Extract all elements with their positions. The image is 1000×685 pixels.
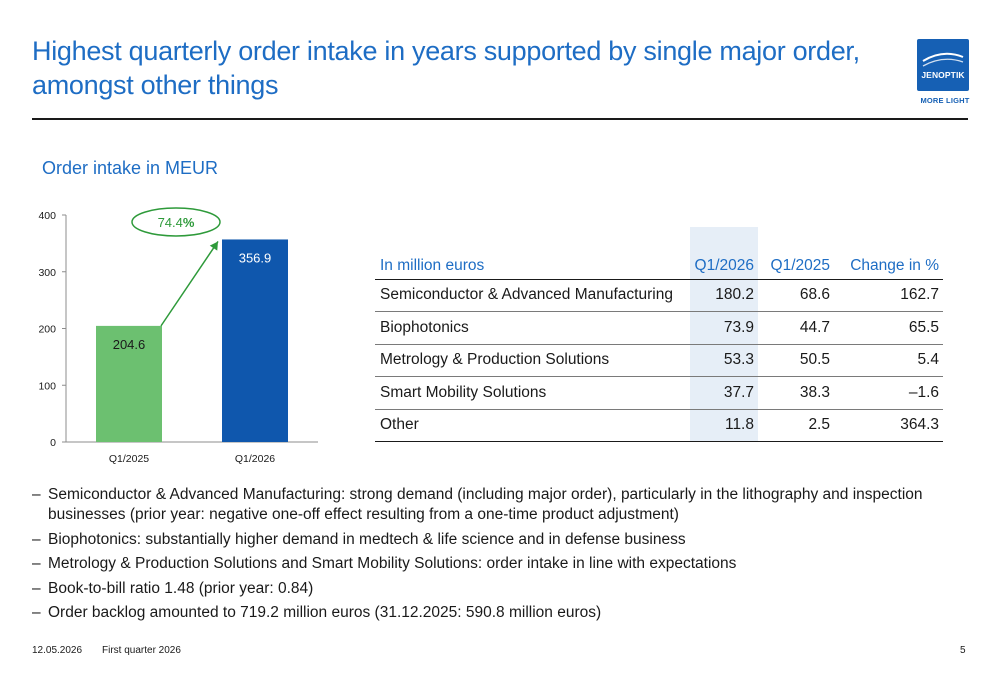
table-row: Metrology & Production Solutions 53.3 50… [375,344,943,377]
title-divider [32,118,968,120]
table-row: Smart Mobility Solutions 37.7 38.3 –1.6 [375,376,943,410]
growth-arrow-line [160,241,219,327]
y-tick-label: 0 [50,437,56,449]
table-row: Other 11.8 2.5 364.3 [375,409,943,442]
page-title: Highest quarterly order intake in years … [32,36,860,100]
segment-table: In million euros Q1/2026 Q1/2025 Change … [375,227,943,442]
company-logo: JENOPTIK MORE LIGHT [917,39,969,105]
bullet-list: Semiconductor & Advanced Manufacturing: … [32,485,972,628]
table-header-q1-2026: Q1/2026 [690,227,758,280]
bullet-item: Semiconductor & Advanced Manufacturing: … [32,485,972,525]
table-cell-change: 65.5 [834,311,943,345]
order-intake-chart: 0 100 200 300 400 204.6 Q1/2025 356.9 Q1/2026 74.… [38,207,318,465]
table-cell-q1-2025: 2.5 [758,409,834,442]
table-row: Biophotonics 73.9 44.7 65.5 [375,311,943,345]
bullet-item: Metrology & Production Solutions and Sma… [32,554,972,574]
table-header-q1-2025: Q1/2025 [758,227,834,280]
y-tick-label: 100 [38,380,56,392]
table-cell-segment: Biophotonics [375,311,690,345]
y-tick-label: 200 [38,324,56,336]
table-cell-q1-2026: 11.8 [690,409,758,442]
table-cell-change: –1.6 [834,376,943,410]
table-header-label: In million euros [375,227,690,280]
table-row: Semiconductor & Advanced Manufacturing 1… [375,279,943,312]
logo-swoosh-icon [922,52,964,67]
logo-tagline: MORE LIGHT [920,96,970,105]
table-cell-change: 5.4 [834,344,943,377]
bar-value-label: 356.9 [239,250,272,265]
chart-subtitle: Order intake in MEUR [42,158,219,178]
bar [96,325,162,442]
table-cell-segment: Smart Mobility Solutions [375,376,690,410]
table-cell-q1-2026: 37.7 [690,376,758,410]
y-tick-label: 400 [38,210,56,222]
table-cell-q1-2026: 73.9 [690,311,758,345]
bar [222,239,288,442]
bullet-item: Book-to-bill ratio 1.48 (prior year: 0.8… [32,579,972,599]
bullet-item: Biophotonics: substantially higher deman… [32,530,972,550]
growth-percentage-label: 74.4% [158,215,195,230]
logo-mark: JENOPTIK [917,39,969,91]
table-cell-segment: Semiconductor & Advanced Manufacturing [375,279,690,312]
table-cell-q1-2025: 38.3 [758,376,834,410]
bar-value-label: 204.6 [113,337,146,352]
bullet-item: Order backlog amounted to 719.2 million … [32,603,972,623]
y-tick-label: 300 [38,267,56,279]
table-header-change: Change in % [834,227,943,280]
footer-date: 12.05.2026 [32,645,83,656]
footer-label: First quarter 2026 [102,645,181,656]
table-cell-change: 364.3 [834,409,943,442]
table-cell-q1-2025: 50.5 [758,344,834,377]
table-cell-segment: Other [375,409,690,442]
x-tick-label: Q1/2025 [109,453,149,465]
table-cell-q1-2025: 44.7 [758,311,834,345]
page-number: 5 [960,645,966,656]
table-header-row: In million euros Q1/2026 Q1/2025 Change … [375,227,943,280]
table-cell-q1-2025: 68.6 [758,279,834,312]
logo-wordmark: JENOPTIK [921,70,965,80]
table-cell-segment: Metrology & Production Solutions [375,344,690,377]
growth-arrow-head [209,241,218,251]
x-tick-label: Q1/2026 [235,453,275,465]
growth-badge [131,207,221,237]
table-cell-q1-2026: 180.2 [690,279,758,312]
table-cell-q1-2026: 53.3 [690,344,758,377]
table-cell-change: 162.7 [834,279,943,312]
